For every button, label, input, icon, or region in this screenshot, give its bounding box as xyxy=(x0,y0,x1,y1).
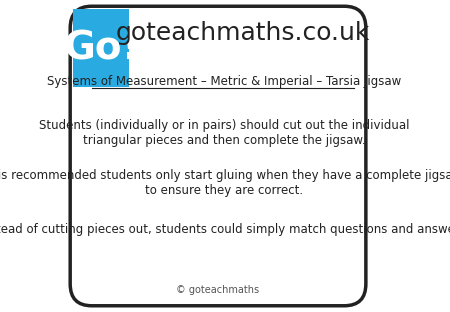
Text: goteachmaths.co.uk: goteachmaths.co.uk xyxy=(116,21,370,45)
Text: It is recommended students only start gluing when they have a complete jigsaw
to: It is recommended students only start gl… xyxy=(0,168,450,197)
FancyBboxPatch shape xyxy=(70,6,366,306)
Text: Go!: Go! xyxy=(63,29,139,67)
Text: Students (individually or in pairs) should cut out the individual
triangular pie: Students (individually or in pairs) shou… xyxy=(39,119,410,147)
Text: Systems of Measurement – Metric & Imperial – Tarsia Jigsaw: Systems of Measurement – Metric & Imperi… xyxy=(47,75,401,88)
FancyBboxPatch shape xyxy=(73,9,129,87)
Text: © goteachmaths: © goteachmaths xyxy=(176,285,260,295)
Text: Instead of cutting pieces out, students could simply match questions and answers: Instead of cutting pieces out, students … xyxy=(0,223,450,236)
